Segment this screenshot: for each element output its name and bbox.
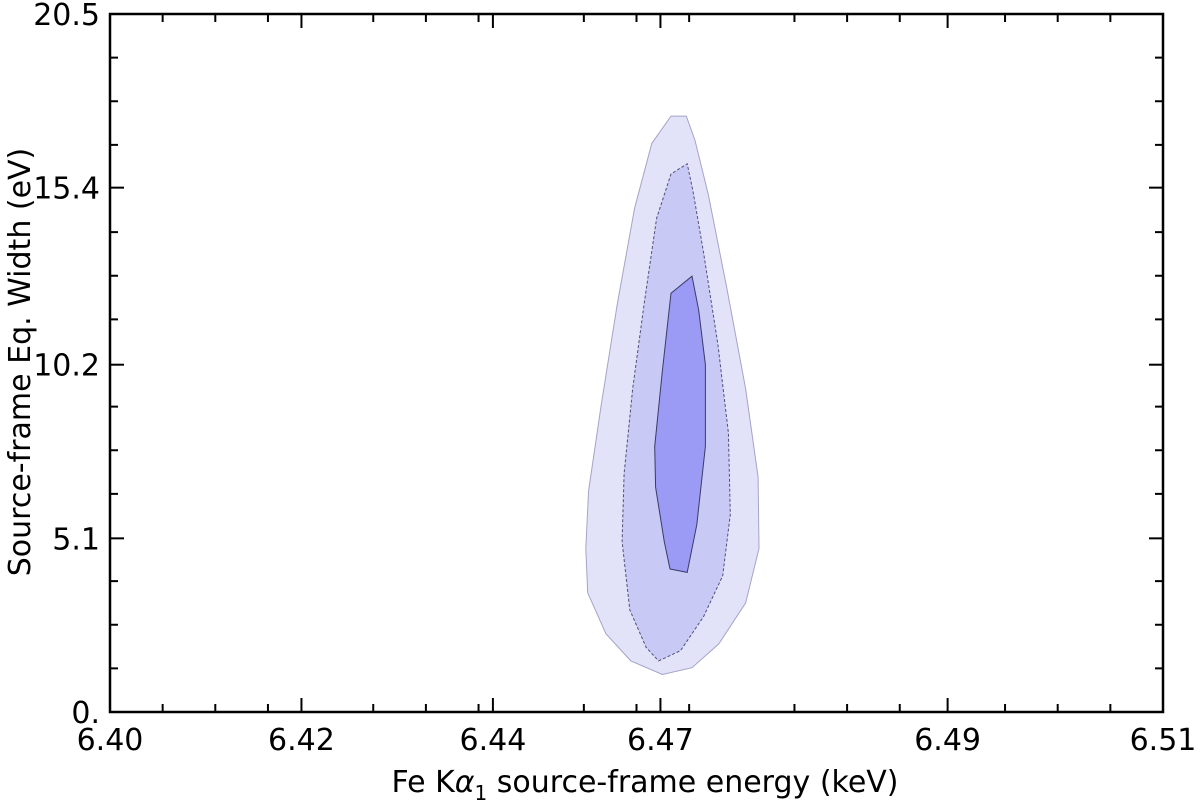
- x-tick-label: 6.49: [914, 723, 981, 758]
- x-tick-label: 6.51: [1130, 723, 1197, 758]
- ticks: [109, 13, 1164, 713]
- contours: [585, 115, 760, 676]
- y-tick-label: 10.2: [33, 349, 100, 384]
- x-tick-label: 6.44: [460, 723, 527, 758]
- y-tick-label: 20.5: [33, 0, 100, 33]
- y-axis-label: Source-frame Eq. Width (eV): [3, 148, 38, 577]
- contour-inner: [654, 275, 706, 573]
- y-tick-label: 15.4: [33, 172, 100, 207]
- y-tick-label: 0.: [71, 696, 100, 731]
- x-tick-label: 6.47: [627, 723, 694, 758]
- tick-labels: 6.40 6.42 6.44 6.47 6.49 6.51 0. 5.1 10.2 15.4 20.…: [33, 0, 1196, 758]
- y-tick-label: 5.1: [52, 522, 100, 557]
- x-tick-label: 6.40: [77, 723, 144, 758]
- x-axis-label: Fe Kα1 source-frame energy (keV): [391, 765, 898, 800]
- x-tick-label: 6.42: [268, 723, 335, 758]
